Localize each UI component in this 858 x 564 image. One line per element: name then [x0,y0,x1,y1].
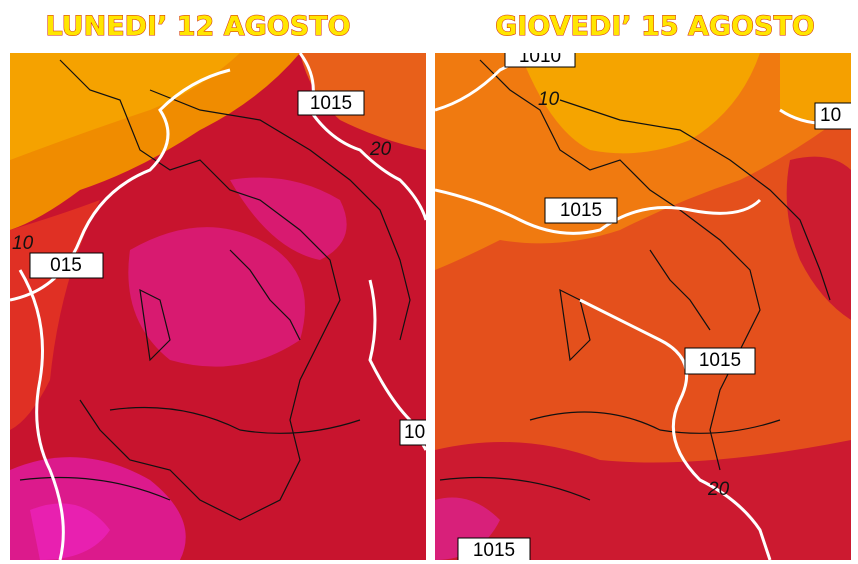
panel-title: GIOVEDI’ 15 AGOSTO [495,11,815,42]
isobar-label: 015 [50,255,82,276]
contour-label: 20 [369,139,392,160]
isobar-label: 1015 [699,350,741,371]
contour-label: 10 [538,89,560,110]
isobar-label: 1015 [560,200,602,221]
map-left: 1015 015 10 20 10 [10,53,426,560]
isobar-label: 1015 [473,540,515,561]
isobar-label: 1015 [310,93,352,114]
contour-label: 20 [707,479,730,500]
isobar-label: 10 [404,422,425,443]
panel-title: LUNEDI’ 12 AGOSTO [45,11,350,42]
map-right: 1010 1015 1015 10 1015 10 20 [435,46,851,561]
contour-label: 10 [12,233,34,254]
isobar-label: 1010 [519,46,561,67]
isobar-label: 10 [820,105,841,126]
